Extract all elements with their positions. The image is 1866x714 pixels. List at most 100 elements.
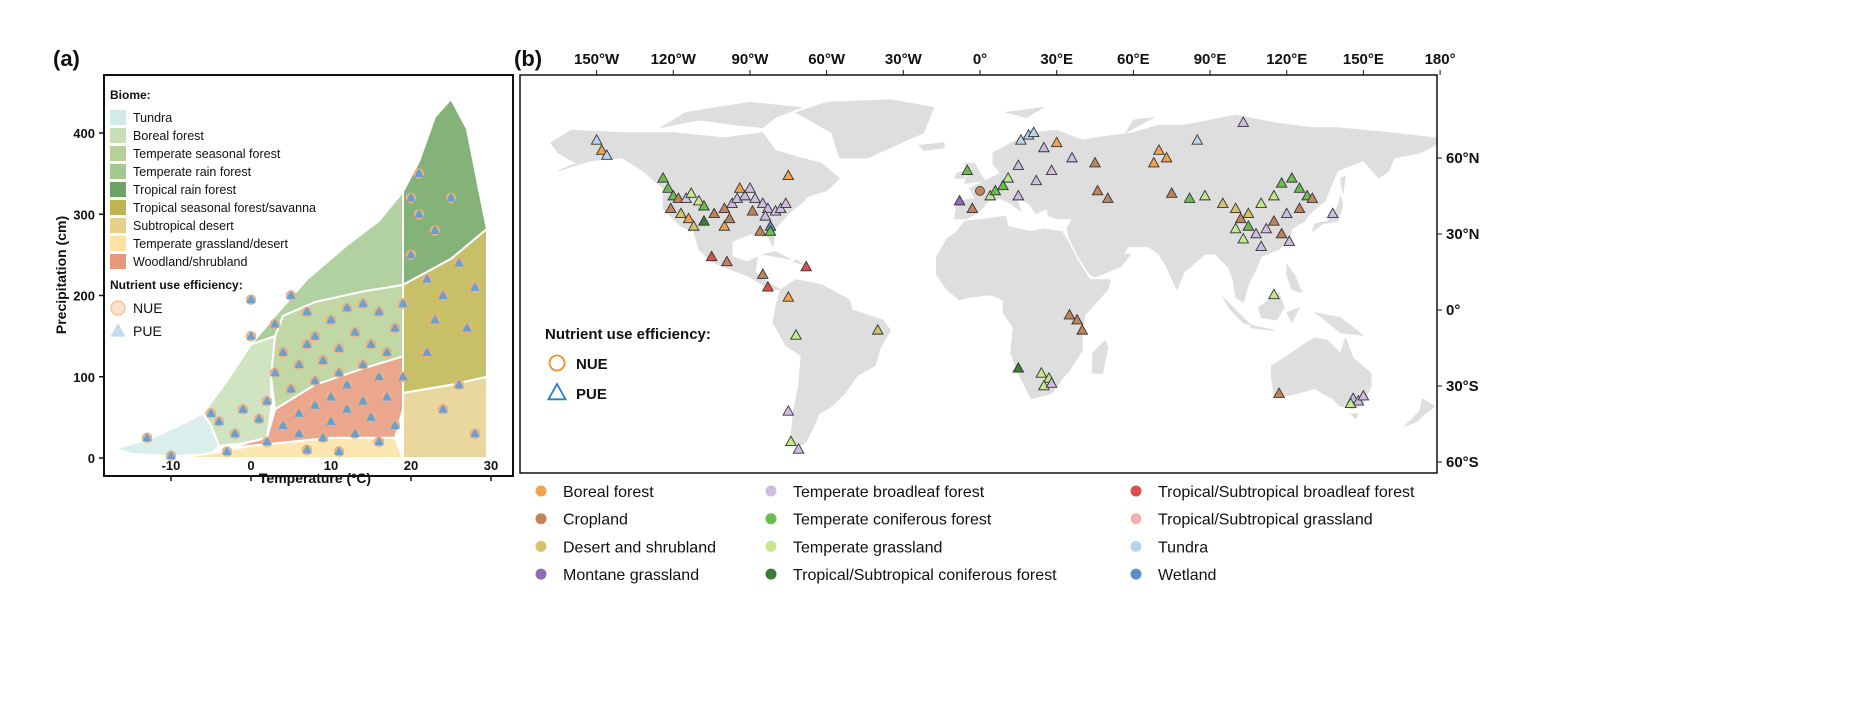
pue-point (398, 298, 408, 308)
pue-site-marker (871, 323, 884, 335)
pue-site-marker (1326, 207, 1339, 219)
pue-site-marker (743, 181, 756, 193)
land-polygon (936, 215, 1111, 400)
land-polygon (918, 142, 945, 151)
pue-site-marker (1012, 159, 1025, 170)
pue-point (406, 193, 416, 202)
land-polygon (1222, 296, 1252, 326)
pue-site-marker (600, 149, 613, 160)
legend-label: Subtropical desert (133, 219, 234, 233)
pue-site-marker (1242, 207, 1255, 219)
land-polygon (1286, 263, 1303, 293)
category-legend-label: Montane grassland (563, 567, 699, 584)
pue-point (454, 379, 464, 389)
pue-point (302, 444, 312, 454)
pue-site-marker (1002, 171, 1015, 183)
x-tick-label: -10 (162, 458, 181, 473)
pue-site-marker (1035, 366, 1048, 378)
pue-site-marker (1152, 143, 1165, 155)
pue-point (398, 371, 408, 381)
pue-point (222, 446, 232, 455)
pue-point (342, 379, 352, 389)
pue-point (318, 432, 328, 442)
pue-point (374, 371, 384, 381)
pue-site-marker (674, 207, 687, 219)
land-polygon (1125, 117, 1155, 134)
pue-point (358, 396, 368, 405)
pue-site-marker (1027, 126, 1040, 137)
pue-point (422, 347, 432, 356)
land-polygon (1286, 307, 1300, 324)
y-tick-label: 100 (73, 370, 95, 385)
pue-point (326, 314, 336, 324)
pue-site-marker (961, 164, 974, 175)
pue-point (334, 343, 344, 352)
pue-point (206, 408, 216, 417)
pue-point (422, 274, 432, 283)
pue-point (286, 383, 296, 393)
pue-point (262, 396, 272, 405)
land-polygon (1250, 324, 1275, 331)
land-polygon (660, 101, 802, 128)
pue-site-marker (756, 197, 769, 208)
legend-label: Tundra (133, 111, 172, 125)
y-tick-label: 200 (73, 289, 95, 304)
pue-point (438, 404, 448, 413)
pue-site-marker (657, 171, 670, 183)
land-polygon (1271, 337, 1372, 410)
pue-point (278, 347, 288, 356)
pue-point (350, 428, 360, 438)
category-legend-label: Boreal forest (563, 484, 654, 501)
pue-point (462, 323, 472, 332)
pue-point (358, 359, 368, 369)
category-legend-dot (535, 513, 547, 525)
category-legend-dot (765, 485, 777, 497)
pue-legend-label: PUE (576, 386, 607, 403)
pue-site-marker (966, 202, 979, 213)
pue-site-marker (759, 209, 772, 221)
biome-category-legend: Boreal forest Cropland Desert and shrublan… (535, 484, 1415, 584)
lat-tick-label: 30°S (1446, 378, 1479, 395)
lon-tick-label: 150°E (1343, 51, 1384, 68)
pue-site-marker (1285, 171, 1298, 183)
pue-site-marker (782, 404, 795, 416)
pue-point (430, 225, 440, 234)
pue-site-marker (1306, 192, 1319, 203)
land-polygon (772, 279, 891, 448)
pue-site-marker (779, 197, 792, 208)
pue-point (230, 428, 240, 438)
pue-point (334, 446, 344, 455)
y-tick-label: 0 (88, 451, 95, 466)
pue-site-marker (1275, 227, 1288, 239)
pue-site-marker (1267, 288, 1280, 300)
pue-site-marker (682, 212, 695, 224)
pue-point (374, 436, 384, 446)
land-polygon (1340, 175, 1346, 194)
category-legend-label: Tundra (1158, 539, 1208, 556)
pue-site-marker (1293, 181, 1306, 193)
category-legend-label: Wetland (1158, 567, 1216, 584)
lat-tick-label: 60°S (1446, 454, 1479, 471)
pue-site-marker (754, 225, 767, 236)
pue-site-marker (697, 214, 710, 226)
pue-point (342, 404, 352, 413)
pue-site-marker (595, 143, 608, 155)
x-axis-label: Temperature (ºC) (259, 470, 371, 486)
pue-site-marker (1037, 141, 1050, 153)
pue-site-marker (672, 192, 685, 203)
pue-point (294, 359, 304, 369)
category-legend-dot (765, 540, 777, 552)
pue-point (294, 408, 304, 417)
pue-point (366, 412, 376, 421)
pue-point (278, 420, 288, 429)
pue-point (310, 375, 320, 385)
pue-site-marker (590, 133, 603, 145)
pue-point (454, 258, 464, 267)
nue-legend-icon (548, 354, 566, 372)
pue-point (326, 392, 336, 401)
land-polygon (1005, 107, 1045, 118)
pue-point (374, 306, 384, 316)
pue-site-marker (1229, 202, 1242, 213)
pue-site-marker (1147, 156, 1160, 168)
pue-site-marker (749, 192, 762, 203)
